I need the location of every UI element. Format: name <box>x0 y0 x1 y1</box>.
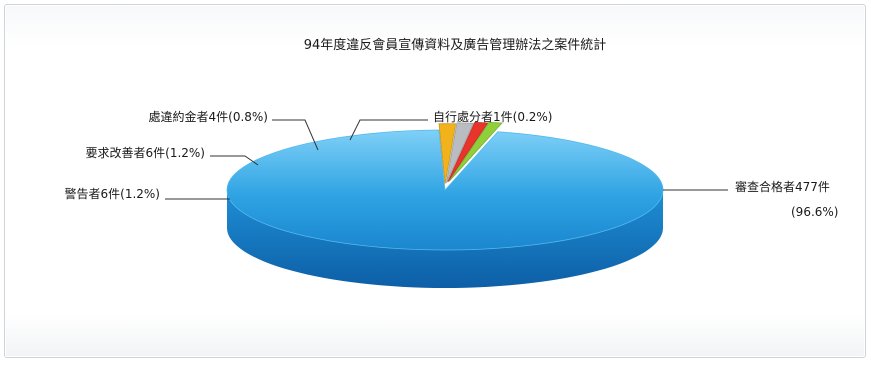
pie-slices <box>226 121 664 251</box>
slice-label-approved: 審查合格者477件 <box>735 179 830 194</box>
leader-self-disciplined <box>349 119 428 141</box>
slice-warning <box>438 123 457 184</box>
slice-approved <box>226 129 664 251</box>
slice-label-warning: 警告者6件(1.2%) <box>65 186 161 201</box>
leader-penalty <box>272 119 319 151</box>
leader-lines <box>165 119 728 200</box>
slice-label-improvement: 要求改善者6件(1.2%) <box>86 145 206 160</box>
slice-label-approved-percent: (96.6%) <box>791 205 838 219</box>
slice-side-approved <box>227 190 663 288</box>
pie-sides <box>227 190 663 288</box>
chart-title: 94年度違反會員宣傳資料及廣告管理辦法之案件統計 <box>304 37 607 53</box>
slice-label-self-disciplined: 自行處分者1件(0.2%) <box>433 110 553 124</box>
slice-improvement <box>445 122 475 183</box>
slice-self-disciplined <box>448 121 503 182</box>
leader-improvement <box>210 155 259 166</box>
slice-penalty <box>447 122 489 183</box>
slice-label-penalty: 處違約金者4件(0.8%) <box>149 109 269 124</box>
